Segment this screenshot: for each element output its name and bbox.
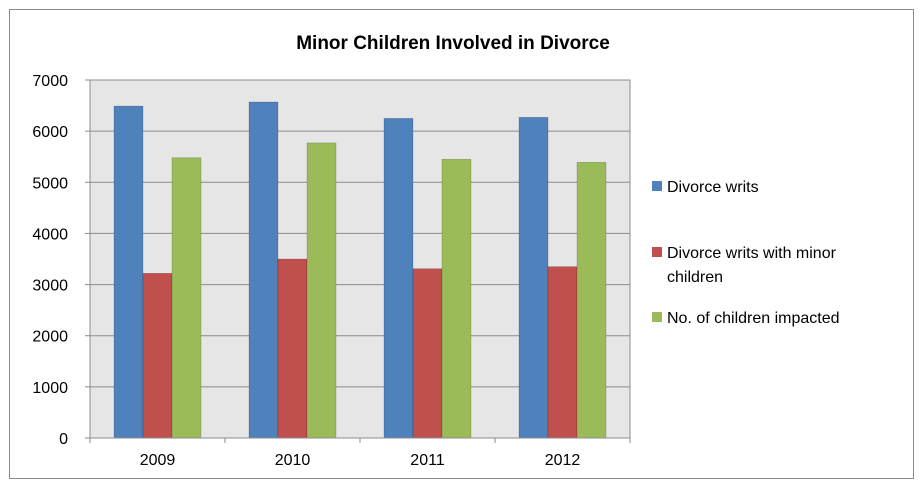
legend-swatch [652, 312, 662, 322]
legend-label: Divorce writs [667, 179, 759, 196]
bar [518, 117, 549, 439]
legend-item: Divorce writs [652, 179, 759, 196]
bar [576, 162, 607, 439]
bar [171, 157, 202, 439]
y-tick-label: 5000 [32, 175, 68, 192]
y-tick-label: 4000 [32, 226, 68, 243]
y-tick-label: 3000 [32, 278, 68, 295]
bar [383, 118, 414, 439]
x-tick-label: 2011 [410, 452, 445, 469]
x-tick-label: 2010 [275, 452, 311, 469]
y-tick-label: 2000 [32, 329, 68, 346]
bars [113, 101, 607, 439]
legend-label: Divorce writs with minor children [667, 245, 837, 286]
legend-label: No. of children impacted [667, 310, 840, 327]
x-axis-ticks: 2009 2010 2011 2012 [89, 438, 631, 469]
y-axis-ticks: 0 1000 2000 3000 4000 5000 6000 7000 [32, 73, 90, 448]
legend-swatch [652, 247, 662, 257]
bar [113, 105, 144, 439]
x-tick-label: 2009 [140, 452, 176, 469]
bar [142, 273, 173, 439]
legend-item: No. of children impacted [652, 310, 840, 327]
x-tick-label: 2012 [545, 452, 581, 469]
bar [441, 158, 472, 439]
bar [547, 266, 578, 439]
chart-title: Minor Children Involved in Divorce [296, 33, 610, 54]
y-tick-label: 0 [59, 431, 68, 448]
bar [306, 142, 337, 439]
y-tick-label: 1000 [32, 380, 68, 397]
y-tick-label: 7000 [32, 73, 68, 90]
bar [277, 258, 308, 439]
legend-swatch [652, 181, 662, 191]
legend: Divorce writs Divorce writs with minor chi… [652, 179, 840, 327]
y-tick-label: 6000 [32, 124, 68, 141]
bar [412, 268, 443, 439]
legend-item: Divorce writs with minor children [652, 245, 837, 286]
bar [248, 101, 279, 439]
